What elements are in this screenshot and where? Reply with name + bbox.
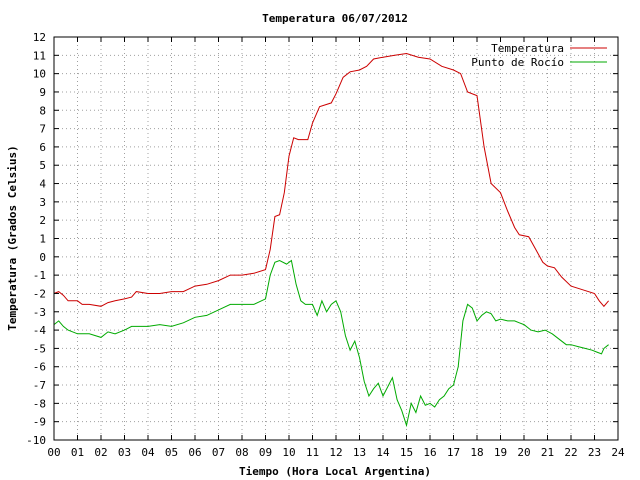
x-tick-label: 13 — [353, 446, 366, 459]
x-tick-label: 23 — [588, 446, 601, 459]
x-tick-label: 19 — [494, 446, 507, 459]
tick-labels: 00 01 02 03 04 05 06 07 08 09 10 11 12 13 14 15 16 17 18 19… — [26, 31, 625, 459]
x-tick-label: 14 — [376, 446, 390, 459]
grid — [54, 37, 618, 440]
x-tick-label: 07 — [212, 446, 225, 459]
y-tick-label: 2 — [39, 214, 46, 227]
y-tick-label: 11 — [33, 49, 46, 62]
y-tick-label: 6 — [39, 141, 46, 154]
y-tick-label: -6 — [33, 361, 46, 374]
axis-ticks — [53, 36, 619, 441]
x-tick-label: 01 — [71, 446, 84, 459]
y-tick-label: -4 — [33, 324, 47, 337]
y-tick-label: -1 — [33, 269, 46, 282]
y-tick-label: -8 — [33, 397, 46, 410]
x-tick-label: 03 — [118, 446, 131, 459]
x-tick-label: 11 — [306, 446, 319, 459]
y-tick-label: 10 — [33, 68, 46, 81]
x-tick-label: 04 — [141, 446, 155, 459]
y-tick-label: 3 — [39, 196, 46, 209]
y-tick-label: -9 — [33, 416, 46, 429]
x-tick-label: 06 — [188, 446, 201, 459]
x-tick-label: 24 — [611, 446, 625, 459]
y-tick-label: 7 — [39, 123, 46, 136]
x-tick-label: 09 — [259, 446, 272, 459]
x-tick-label: 05 — [165, 446, 178, 459]
x-tick-label: 00 — [47, 446, 60, 459]
legend-label: Temperatura — [491, 42, 564, 55]
legend-label: Punto de Rocío — [471, 56, 564, 69]
x-tick-label: 17 — [447, 446, 460, 459]
y-tick-label: -2 — [33, 287, 46, 300]
y-tick-label: -3 — [33, 306, 46, 319]
series-line-0 — [53, 52, 609, 308]
y-tick-label: 1 — [39, 233, 46, 246]
y-tick-label: 0 — [39, 251, 46, 264]
x-tick-label: 08 — [235, 446, 248, 459]
y-tick-label: 12 — [33, 31, 46, 44]
y-tick-label: 8 — [39, 104, 46, 117]
x-tick-label: 21 — [541, 446, 554, 459]
y-tick-label: -10 — [26, 434, 46, 447]
y-tick-label: 4 — [39, 178, 46, 191]
y-tick-label: 9 — [39, 86, 46, 99]
y-tick-label: -7 — [33, 379, 46, 392]
series-layer — [53, 52, 609, 428]
x-tick-label: 15 — [400, 446, 413, 459]
x-tick-label: 16 — [423, 446, 436, 459]
x-axis-label: Tiempo (Hora Local Argentina) — [239, 465, 431, 478]
x-tick-label: 18 — [470, 446, 483, 459]
series-line-1 — [53, 259, 609, 428]
x-tick-label: 22 — [564, 446, 577, 459]
x-tick-label: 20 — [517, 446, 530, 459]
y-axis-label: Temperatura (Grados Celsius) — [6, 145, 19, 330]
x-tick-label: 10 — [282, 446, 295, 459]
x-tick-label: 12 — [329, 446, 342, 459]
y-tick-label: 5 — [39, 159, 46, 172]
y-tick-label: -5 — [33, 342, 46, 355]
chart-title: Temperatura 06/07/2012 — [262, 12, 408, 25]
x-tick-label: 02 — [94, 446, 107, 459]
